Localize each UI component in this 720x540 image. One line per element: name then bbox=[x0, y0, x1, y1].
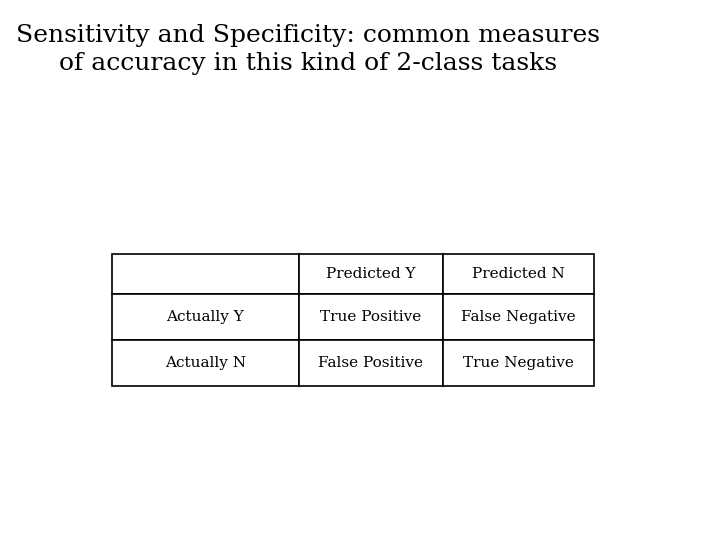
Bar bbox=[112, 294, 299, 340]
Bar bbox=[299, 294, 443, 340]
Text: Actually N: Actually N bbox=[165, 356, 246, 370]
Text: Actually Y: Actually Y bbox=[166, 310, 244, 324]
Text: False Positive: False Positive bbox=[318, 356, 423, 370]
Text: True Positive: True Positive bbox=[320, 310, 421, 324]
Bar bbox=[443, 340, 594, 386]
Bar bbox=[112, 340, 299, 386]
Bar bbox=[299, 340, 443, 386]
Bar bbox=[112, 254, 299, 294]
Text: False Negative: False Negative bbox=[461, 310, 576, 324]
Bar bbox=[443, 294, 594, 340]
Bar bbox=[443, 254, 594, 294]
Text: Predicted Y: Predicted Y bbox=[326, 267, 415, 281]
Text: Predicted N: Predicted N bbox=[472, 267, 564, 281]
Text: Sensitivity and Specificity: common measures
of accuracy in this kind of 2-class: Sensitivity and Specificity: common meas… bbox=[16, 24, 600, 75]
Text: True Negative: True Negative bbox=[463, 356, 574, 370]
Bar bbox=[299, 254, 443, 294]
